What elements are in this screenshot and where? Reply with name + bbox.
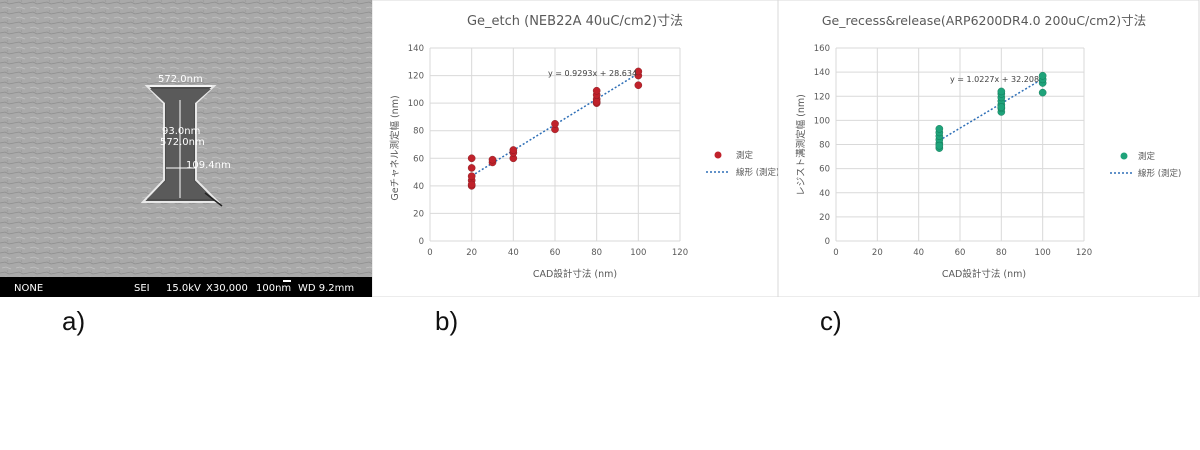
x-tick-label: 0 (833, 248, 838, 258)
data-point (935, 141, 944, 150)
chart-c-xlabel: CAD設計寸法 (nm) (942, 268, 1026, 280)
x-tick-label: 60 (955, 248, 966, 258)
chart-c-svg: Ge_recess&release(ARP6200DR4.0 200uC/cm2… (777, 0, 1200, 298)
data-point (634, 67, 643, 76)
x-tick-label: 60 (550, 248, 561, 258)
y-tick-label: 140 (408, 44, 424, 54)
y-tick-label: 160 (814, 44, 830, 54)
chart-c-title: Ge_recess&release(ARP6200DR4.0 200uC/cm2… (822, 13, 1146, 28)
panel-label-b: b) (435, 306, 459, 336)
x-tick-label: 40 (508, 248, 519, 258)
y-tick-label: 100 (408, 99, 424, 109)
x-tick-label: 20 (466, 248, 477, 258)
sem-info-detector: SEI (134, 283, 150, 294)
sem-measure-mid-1: 93.0nm (162, 126, 200, 137)
panel-label-c: c) (820, 306, 842, 336)
x-tick-label: 100 (630, 248, 646, 258)
y-tick-label: 100 (814, 116, 830, 126)
y-tick-label: 80 (819, 141, 830, 151)
chart-c-ylabel: レジスト溝測定幅 (nm) (795, 94, 807, 196)
chart-c-panel: Ge_recess&release(ARP6200DR4.0 200uC/cm2… (777, 0, 1200, 298)
data-point (467, 180, 476, 189)
data-point (592, 86, 601, 95)
chart-c-legend-trend: 線形 (測定) (1138, 168, 1181, 179)
chart-b-panel: Ge_etch (NEB22A 40uC/cm2)寸法 0 20 40 60 80 100… (371, 0, 779, 298)
chart-b-xlabel: CAD設計寸法 (nm) (533, 268, 617, 280)
chart-b-trend-equation: y = 0.9293x + 28.634 (548, 69, 637, 78)
data-point (467, 154, 476, 163)
x-tick-label: 80 (996, 248, 1007, 258)
data-point (634, 81, 643, 90)
chart-c-gridlines (835, 47, 1085, 242)
chart-b-svg: Ge_etch (NEB22A 40uC/cm2)寸法 0 20 40 60 80 100… (371, 0, 779, 298)
data-point (592, 97, 601, 106)
chart-c-legend-series: 測定 (1138, 151, 1156, 162)
x-tick-label: 120 (1076, 248, 1092, 258)
chart-c-y-tick-labels: 0 20 40 60 80 100 120 140 160 (814, 44, 830, 247)
panel-label-a: a) (62, 306, 86, 336)
sem-info-magnification: X30,000 (206, 283, 248, 294)
y-tick-label: 40 (413, 182, 424, 192)
data-point (997, 87, 1006, 96)
sem-info-mode: NONE (14, 283, 43, 294)
x-tick-label: 0 (427, 248, 432, 258)
chart-c-x-tick-labels: 0 20 40 60 80 100 120 (833, 248, 1092, 258)
chart-c-points (935, 71, 1047, 152)
chart-b-legend-marker (714, 151, 722, 159)
sem-info-voltage: 15.0kV (166, 283, 201, 294)
y-tick-label: 140 (814, 68, 830, 78)
y-tick-label: 20 (413, 209, 424, 219)
chart-c-trend-equation: y = 1.0227x + 32.208 (950, 75, 1039, 84)
y-tick-label: 120 (408, 72, 424, 82)
chart-b-ylabel: Geチャネル測定幅 (nm) (389, 95, 401, 200)
y-tick-label: 60 (819, 165, 830, 175)
chart-b-frame (371, 0, 779, 298)
chart-b-legend-series: 測定 (736, 150, 754, 161)
y-tick-label: 20 (819, 213, 830, 223)
data-point (488, 155, 497, 164)
chart-b-y-tick-labels: 0 20 40 60 80 100 120 140 (408, 44, 424, 247)
x-tick-label: 40 (913, 248, 924, 258)
data-point (467, 172, 476, 181)
sem-image: 572.0nm 93.0nm 572.0nm 109.4nm NONE SEI … (0, 0, 372, 297)
y-tick-label: 40 (819, 189, 830, 199)
chart-b-x-tick-labels: 0 20 40 60 80 100 120 (427, 248, 688, 258)
y-tick-label: 60 (413, 154, 424, 164)
x-tick-label: 120 (672, 248, 688, 258)
data-point (1038, 88, 1047, 97)
sem-info-wd: WD 9.2mm (298, 283, 354, 294)
x-tick-label: 100 (1035, 248, 1051, 258)
sem-info-bar (0, 277, 372, 297)
y-tick-label: 0 (825, 237, 830, 247)
x-tick-label: 80 (591, 248, 602, 258)
y-tick-label: 120 (814, 92, 830, 102)
chart-b-points (467, 67, 643, 190)
y-tick-label: 0 (419, 237, 424, 247)
sem-info-scale: 100nm (256, 283, 291, 294)
chart-c-trendline (938, 78, 1044, 142)
sem-measure-mid-2: 572.0nm (160, 137, 205, 148)
chart-b-title: Ge_etch (NEB22A 40uC/cm2)寸法 (467, 14, 683, 29)
chart-c-frame (777, 0, 1200, 298)
chart-c-legend-marker (1120, 152, 1128, 160)
y-tick-label: 80 (413, 127, 424, 137)
sem-measure-top: 572.0nm (158, 74, 203, 85)
data-point (467, 164, 476, 172)
sem-image-panel: 572.0nm 93.0nm 572.0nm 109.4nm NONE SEI … (0, 0, 372, 297)
data-point (551, 120, 559, 128)
chart-b-legend-trend: 線形 (測定) (736, 167, 778, 178)
sem-measure-neck: 109.4nm (186, 160, 231, 171)
data-point (509, 146, 518, 154)
sem-debris-mark (204, 192, 223, 207)
data-point (935, 125, 944, 133)
data-point (1038, 71, 1047, 80)
x-tick-label: 20 (872, 248, 883, 258)
data-point (997, 103, 1006, 111)
